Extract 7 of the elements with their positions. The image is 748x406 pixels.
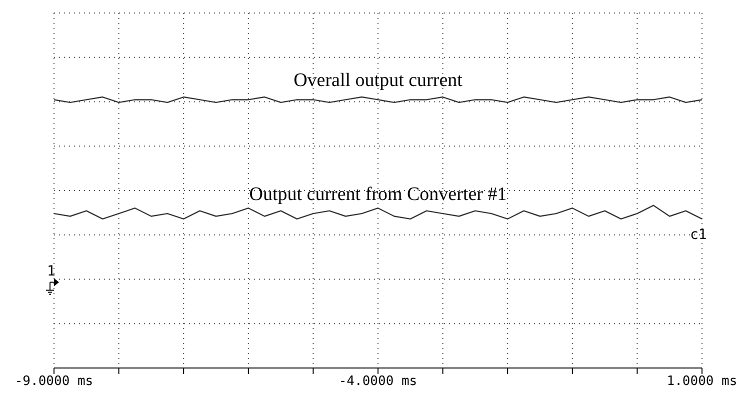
series-label: Overall output current xyxy=(294,70,464,91)
series-label: Output current from Converter #1 xyxy=(249,184,507,205)
x-tick-label: 1.0000 ms xyxy=(666,374,738,390)
annotation: 1 xyxy=(47,263,56,280)
x-tick-label: -9.0000 ms xyxy=(14,374,94,390)
x-tick-label: -4.0000 ms xyxy=(338,374,418,390)
annotation: c1 xyxy=(690,226,707,243)
